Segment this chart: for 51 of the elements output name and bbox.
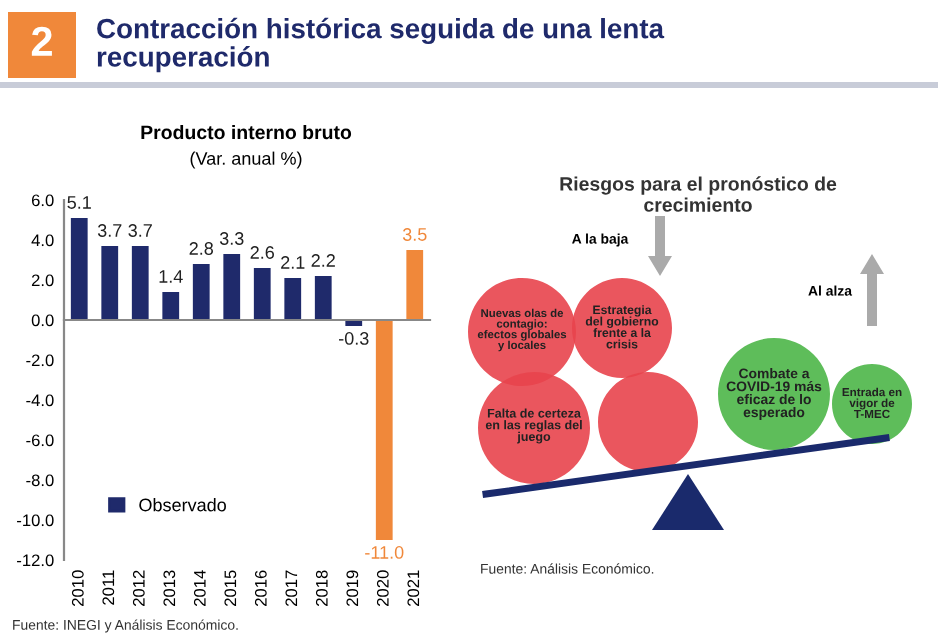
data-label: 3.7: [128, 224, 152, 237]
data-label: 2.6: [250, 246, 275, 259]
data-label: 2.1: [281, 256, 305, 269]
legend-label: Observado: [139, 498, 226, 512]
text: Contracción histórica seguida de una lenta recuperación: [97, 17, 665, 73]
x-tick-label: 2011: [102, 570, 115, 605]
bar: [162, 292, 180, 320]
x-tick-label: 2012: [132, 570, 145, 606]
bar: [284, 278, 302, 320]
chart-subtitle: (Var. anual %): [190, 151, 302, 169]
x-tick-label: 2017: [285, 570, 298, 606]
y-tick-label: -10.0: [17, 514, 54, 527]
bar: [101, 246, 119, 320]
data-label: 5.1: [67, 196, 91, 209]
data-label: -0.3: [339, 332, 369, 345]
y-tick-label: 4.0: [31, 234, 54, 247]
data-label: -11.0: [365, 546, 404, 559]
bar: [192, 264, 210, 320]
x-tick-label: 2013: [163, 570, 176, 606]
bar: [253, 268, 271, 320]
x-tick-label: 2019: [346, 570, 359, 606]
x-tick-label: 2014: [193, 570, 206, 606]
data-label: 3.3: [219, 232, 244, 245]
bar: [131, 246, 149, 320]
bar: [375, 320, 393, 540]
y-tick-label: -6.0: [26, 434, 54, 447]
bar: [314, 276, 332, 320]
data-label: 2.8: [189, 242, 214, 255]
y-tick-label: 0.0: [31, 314, 54, 327]
y-tick-label: -8.0: [26, 474, 54, 487]
x-tick-label: 2021: [407, 570, 420, 606]
x-tick-label: 2015: [224, 570, 237, 606]
x-tick-label: 2020: [376, 570, 389, 606]
x-tick-label: 2016: [254, 570, 267, 606]
x-tick-label: 2018: [315, 570, 328, 606]
y-tick-label: -12.0: [17, 554, 54, 567]
text: Riesgos para el pronóstico de crecimiento: [560, 176, 837, 212]
data-label: 3.7: [97, 224, 122, 237]
bar: [223, 254, 241, 320]
bar: [70, 218, 88, 320]
chart-title: Producto interno bruto: [141, 124, 352, 140]
y-tick-label: -4.0: [26, 394, 54, 407]
y-tick-label: -2.0: [26, 354, 54, 367]
y-tick-label: 6.0: [31, 194, 54, 207]
text: 2: [31, 26, 52, 56]
x-tick-label: 2010: [71, 570, 84, 606]
data-label: 2.2: [311, 254, 335, 267]
data-label: 3.5: [402, 228, 427, 241]
data-label: 1.4: [159, 270, 183, 283]
bar: [406, 250, 424, 320]
y-tick-label: 2.0: [31, 274, 54, 287]
